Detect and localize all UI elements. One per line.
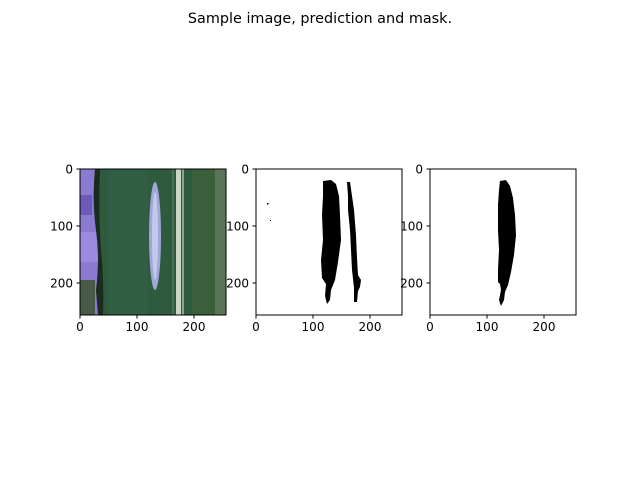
x-tick-label: 0 bbox=[252, 320, 260, 334]
y-tick-label: 100 bbox=[50, 220, 73, 234]
axes-frame bbox=[79, 168, 227, 316]
prediction-region bbox=[321, 180, 341, 304]
panel-prediction: 0 100 200 0 100 200 bbox=[226, 163, 403, 334]
x-tick-label: 100 bbox=[476, 320, 499, 334]
y-tick-label: 200 bbox=[226, 277, 249, 291]
panel-mask: 0 100 200 0 100 200 bbox=[400, 163, 577, 334]
y-tick-label: 100 bbox=[400, 220, 423, 234]
x-tick-label: 0 bbox=[426, 320, 434, 334]
axes-frame bbox=[429, 168, 577, 316]
prediction-image bbox=[267, 180, 361, 304]
axes-frame bbox=[255, 168, 403, 316]
prediction-speck bbox=[270, 220, 271, 221]
y-tick-label: 200 bbox=[50, 277, 73, 291]
y-tick-label: 0 bbox=[65, 163, 73, 177]
y-tick-label: 0 bbox=[415, 163, 423, 177]
panel-sample-image: 0 100 200 0 100 200 bbox=[50, 163, 227, 334]
x-tick-label: 100 bbox=[302, 320, 325, 334]
sample-image bbox=[80, 169, 226, 315]
x-tick-label: 200 bbox=[359, 320, 382, 334]
mask-region bbox=[498, 180, 516, 306]
y-tick-label: 0 bbox=[241, 163, 249, 177]
x-tick-label: 200 bbox=[183, 320, 206, 334]
x-tick-label: 100 bbox=[126, 320, 149, 334]
y-tick-label: 100 bbox=[226, 220, 249, 234]
y-tick-label: 200 bbox=[400, 277, 423, 291]
figure-title: Sample image, prediction and mask. bbox=[188, 11, 452, 27]
mask-image bbox=[498, 180, 516, 306]
x-tick-label: 200 bbox=[533, 320, 556, 334]
prediction-region bbox=[347, 182, 361, 302]
prediction-speck bbox=[267, 203, 269, 205]
x-tick-label: 0 bbox=[76, 320, 84, 334]
